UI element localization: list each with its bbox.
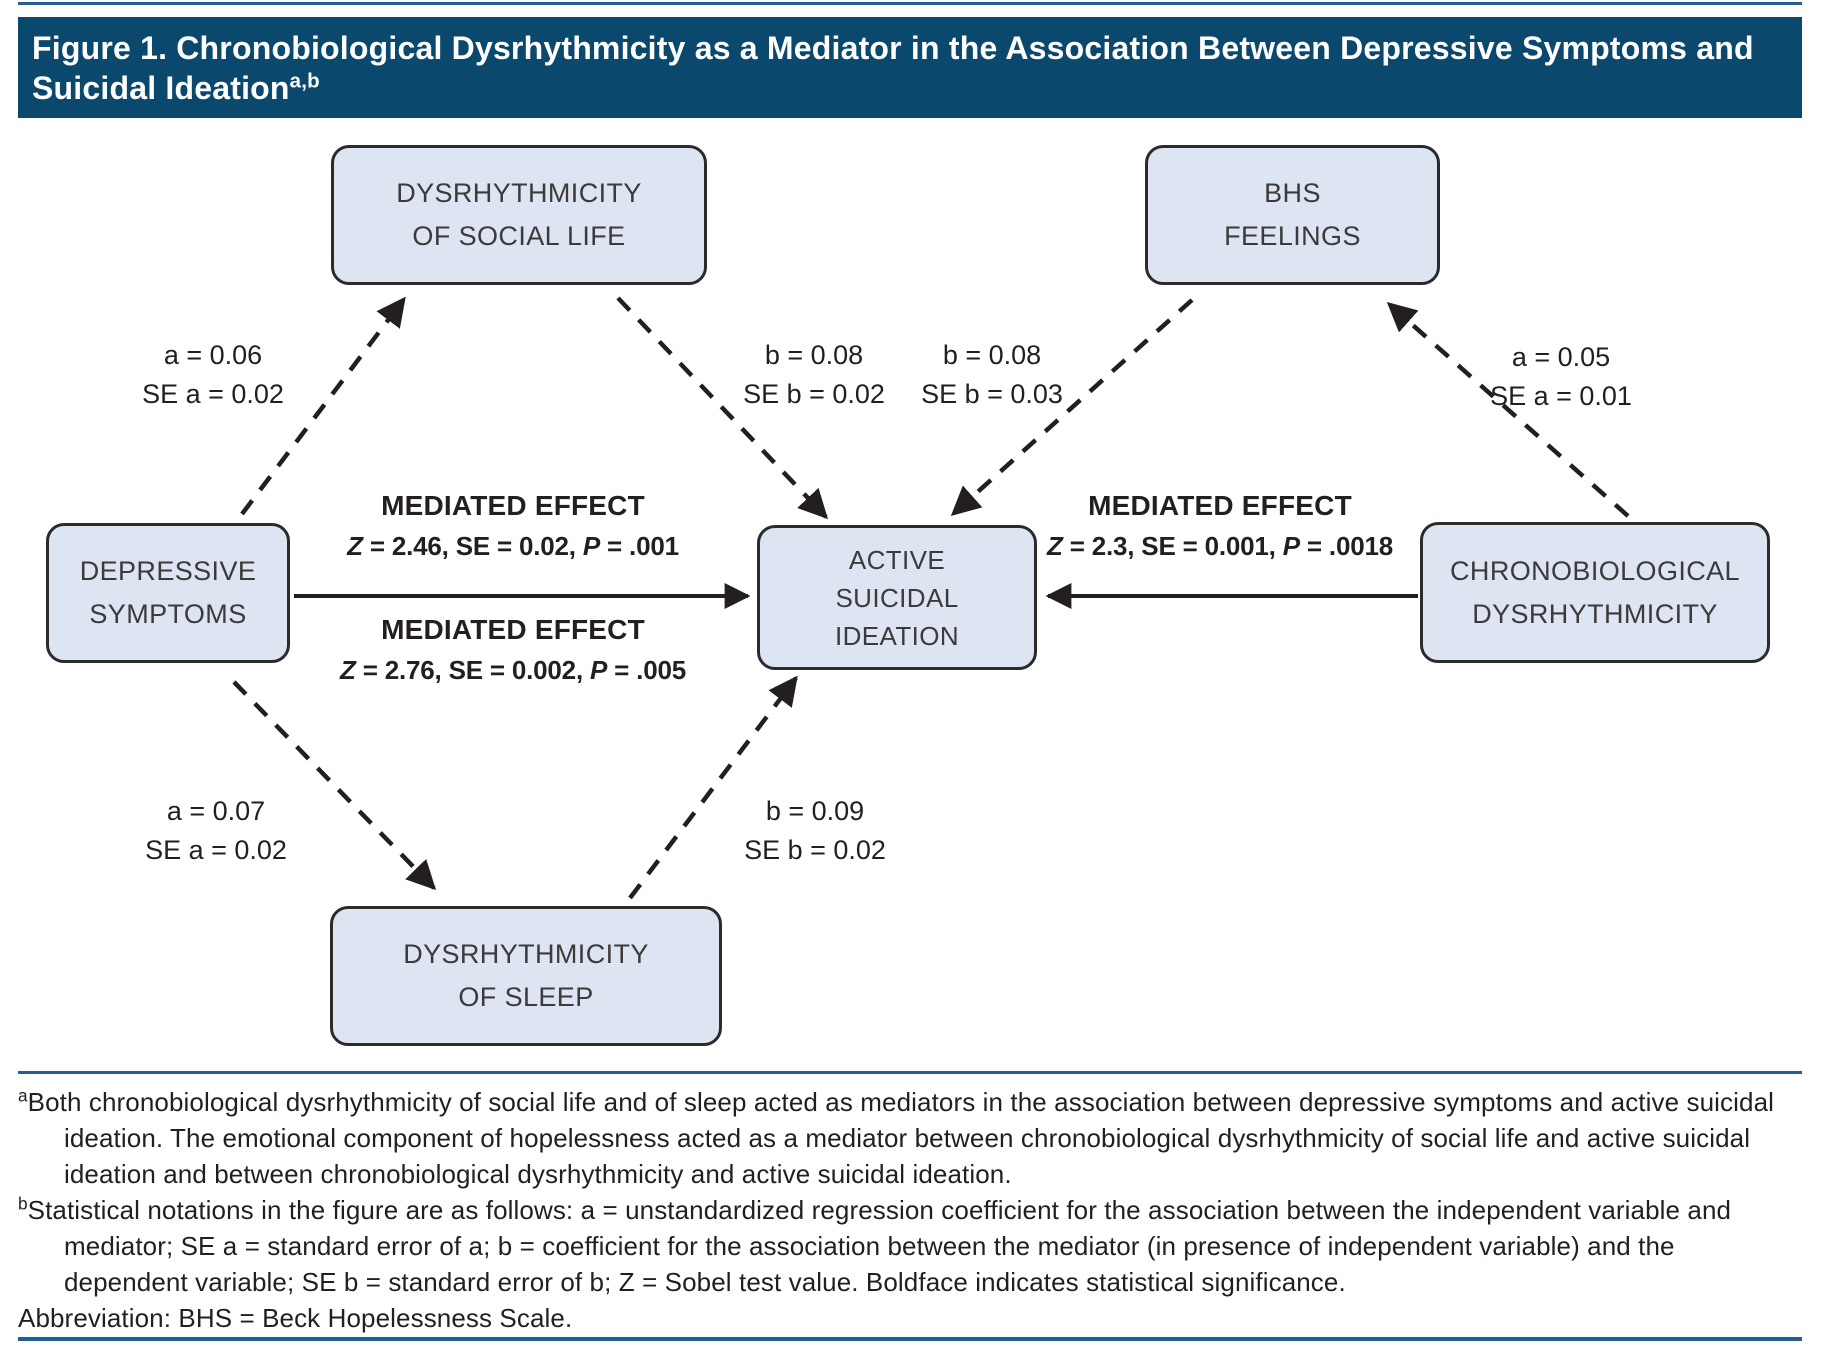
arrow-depressive-to-social (240, 296, 406, 516)
footnote-superscript: a (18, 1085, 28, 1106)
path-label-b-sleep: b = 0.09 SE b = 0.02 (744, 792, 886, 870)
path-label-b-bhs: b = 0.08 SE b = 0.03 (921, 336, 1063, 414)
standard-error-value: SE a = 0.01 (1490, 381, 1632, 411)
footnote-superscript: b (18, 1193, 28, 1214)
footnote-b: bStatistical notations in the figure are… (18, 1192, 1802, 1300)
arrow-sleep-to-active (628, 675, 798, 900)
footnote-a: aBoth chronobiological dysrhythmicity of… (18, 1084, 1802, 1192)
box-label-line: OF SOCIAL LIFE (412, 221, 626, 251)
standard-error-value: SE a = 0.02 (142, 379, 284, 409)
box-label-line: FEELINGS (1224, 221, 1361, 251)
path-label-a-social: a = 0.06 SE a = 0.02 (142, 336, 284, 414)
box-label-line: IDEATION (834, 620, 960, 651)
mediated-effect-title: MEDIATED EFFECT (381, 614, 645, 645)
path-label-a-bhs: a = 0.05 SE a = 0.01 (1490, 338, 1632, 416)
path-label-a-sleep: a = 0.07 SE a = 0.02 (145, 792, 287, 870)
box-label-line: ACTIVE (848, 544, 946, 575)
mediated-effect-stats: Z = 2.76, SE = 0.002, P = .005 (340, 655, 686, 685)
figure-title: Figure 1. Chronobiological Dysrhythmicit… (32, 28, 1788, 108)
mediated-effect-sleep: MEDIATED EFFECT Z = 2.76, SE = 0.002, P … (340, 610, 686, 690)
box-label-line: OF SLEEP (458, 982, 594, 1012)
box-label-line: SYMPTOMS (89, 599, 247, 629)
arrow-bhs-to-active (950, 298, 1194, 516)
top-rule (18, 2, 1802, 5)
coefficient-value: a = 0.07 (166, 796, 266, 826)
standard-error-value: SE b = 0.02 (743, 379, 885, 409)
footnote-text: Statistical notations in the figure are … (27, 1195, 1732, 1297)
box-active-suicidal-ideation: ACTIVE SUICIDAL IDEATION (757, 525, 1037, 670)
coefficient-value: b = 0.08 (942, 340, 1042, 370)
coefficient-value: a = 0.06 (163, 340, 263, 370)
mediated-effect-title: MEDIATED EFFECT (1088, 490, 1352, 521)
coefficient-value: a = 0.05 (1511, 342, 1611, 372)
mediated-effect-title: MEDIATED EFFECT (381, 490, 645, 521)
mediated-effect-stats: Z = 2.3, SE = 0.001, P = .0018 (1046, 531, 1394, 561)
standard-error-value: SE a = 0.02 (145, 835, 287, 865)
standard-error-value: SE b = 0.02 (744, 835, 886, 865)
arrow-chrono-to-bhs (1386, 302, 1630, 518)
mediated-effect-chrono: MEDIATED EFFECT Z = 2.3, SE = 0.001, P =… (1047, 486, 1393, 566)
coefficient-value: b = 0.08 (764, 340, 864, 370)
box-label-line: CHRONOBIOLOGICAL (1450, 555, 1740, 586)
footnote-text: Abbreviation: BHS = Beck Hopelessness Sc… (18, 1303, 573, 1333)
box-bhs-feelings: BHS FEELINGS (1145, 145, 1440, 285)
box-depressive-symptoms: DEPRESSIVE SYMPTOMS (46, 523, 290, 663)
footnote-divider-rule (18, 1071, 1802, 1074)
box-label-line: SUICIDAL (835, 582, 959, 613)
footnote-abbreviation: Abbreviation: BHS = Beck Hopelessness Sc… (18, 1300, 1802, 1336)
figure-title-bar: Figure 1. Chronobiological Dysrhythmicit… (18, 17, 1802, 118)
box-label-line: DYSRHYTHMICITY (403, 939, 649, 969)
arrow-social-to-active (616, 296, 829, 520)
mediated-effect-social: MEDIATED EFFECT Z = 2.46, SE = 0.02, P =… (347, 486, 679, 566)
box-label-line: BHS (1264, 178, 1321, 208)
coefficient-value: b = 0.09 (765, 796, 865, 826)
box-dysrhythmicity-social-life: DYSRHYTHMICITY OF SOCIAL LIFE (331, 145, 707, 285)
box-chronobiological-dysrhythmicity: CHRONOBIOLOGICAL DYSRHYTHMICITY (1420, 522, 1770, 663)
figure-title-superscript: a,b (289, 69, 320, 93)
mediated-effect-stats: Z = 2.46, SE = 0.02, P = .001 (347, 531, 679, 561)
bottom-rule (18, 1337, 1802, 1341)
standard-error-value: SE b = 0.03 (921, 379, 1063, 409)
box-dysrhythmicity-sleep: DYSRHYTHMICITY OF SLEEP (330, 906, 722, 1046)
box-label-line: DYSRHYTHMICITY (396, 178, 642, 208)
figure-title-text: Figure 1. Chronobiological Dysrhythmicit… (32, 30, 1754, 106)
footnotes: aBoth chronobiological dysrhythmicity of… (18, 1084, 1802, 1336)
box-label-line: DEPRESSIVE (79, 556, 257, 586)
box-label-line: DYSRHYTHMICITY (1472, 598, 1718, 629)
path-label-b-social: b = 0.08 SE b = 0.02 (743, 336, 885, 414)
footnote-text: Both chronobiological dysrhythmicity of … (27, 1087, 1775, 1189)
